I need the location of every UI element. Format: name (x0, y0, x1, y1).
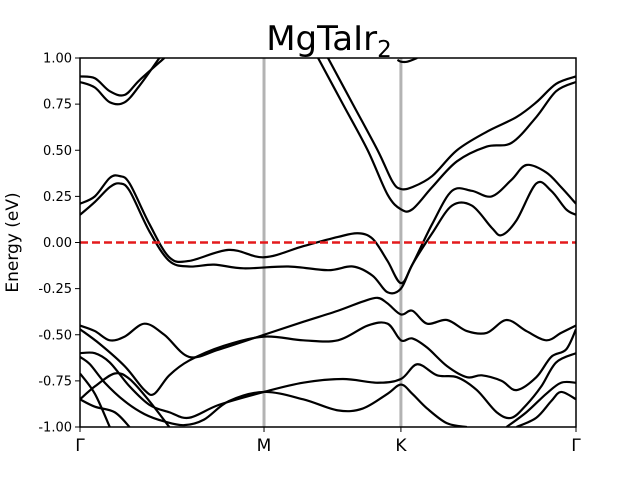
band-line (80, 351, 576, 420)
y-tick-label: 0.75 (43, 98, 72, 113)
y-tick-label: -0.75 (38, 374, 72, 389)
chart-title-subscript: 2 (377, 37, 392, 63)
band-line (317, 58, 576, 213)
band-line (327, 58, 576, 191)
y-tick-label: -1.00 (38, 421, 72, 436)
band-line (80, 163, 576, 285)
y-axis-label: Energy (eV) (3, 192, 23, 292)
band-line (505, 380, 576, 427)
band-line (80, 355, 468, 427)
band-lines (80, 58, 576, 427)
k-point-label: Γ (75, 436, 85, 456)
y-tick-label: -0.25 (38, 282, 72, 297)
y-axis: -1.00 -0.75 -0.50 -0.25 0.00 0.25 0.50 0.75 1.00 (38, 52, 80, 436)
band-line (80, 372, 171, 427)
band-line (396, 58, 418, 64)
band-line (80, 372, 111, 427)
band-line (80, 398, 131, 427)
band-line (80, 58, 161, 106)
band-line (80, 321, 576, 397)
k-point-label: M (257, 436, 272, 456)
band-line (80, 58, 166, 97)
y-tick-label: 0.25 (43, 190, 72, 205)
y-tick-label: 0.50 (43, 144, 72, 159)
band-line (516, 390, 576, 427)
chart-title: MgTaIr2 (266, 19, 392, 63)
plot-area (80, 58, 576, 427)
y-tick-label: 0.00 (43, 236, 72, 251)
k-point-label: Γ (571, 436, 581, 456)
band-line (80, 296, 576, 359)
band-line (80, 180, 576, 295)
y-tick-label: 1.00 (43, 52, 72, 67)
y-tick-label: -0.50 (38, 328, 72, 343)
k-point-label: K (395, 436, 407, 456)
chart-title-text: MgTaIr (266, 19, 377, 59)
